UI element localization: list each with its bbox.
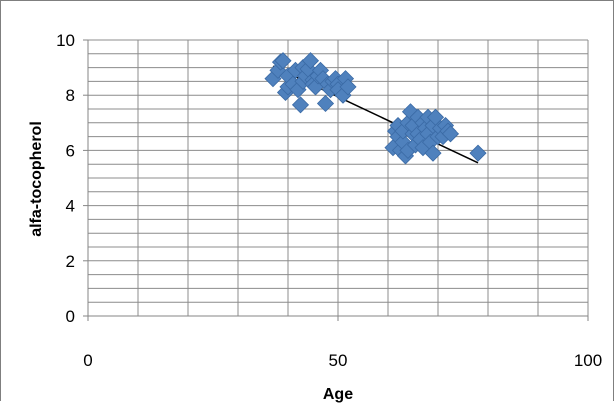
data-point: [339, 78, 357, 96]
y-tick-label: 10: [56, 31, 75, 50]
x-tick-label: 50: [329, 351, 348, 370]
data-point: [301, 52, 320, 70]
data-point: [441, 125, 460, 143]
y-tick-label: 2: [66, 252, 75, 271]
y-axis-title: alfa-tocopherol: [28, 121, 45, 237]
x-axis-title: Age: [323, 386, 353, 403]
axes: [83, 39, 589, 321]
y-tick-label: 4: [66, 197, 75, 216]
data-point: [469, 144, 487, 162]
y-tick-label: 6: [66, 141, 75, 160]
data-point: [274, 52, 292, 70]
x-tick-label: 100: [574, 351, 602, 370]
x-tick-label: 0: [83, 351, 92, 370]
data-point: [424, 144, 442, 162]
y-tick-label: 0: [66, 307, 75, 326]
y-tick-label: 8: [66, 86, 75, 105]
data-point: [316, 94, 335, 113]
data-points: [264, 52, 487, 165]
data-point: [291, 96, 310, 114]
